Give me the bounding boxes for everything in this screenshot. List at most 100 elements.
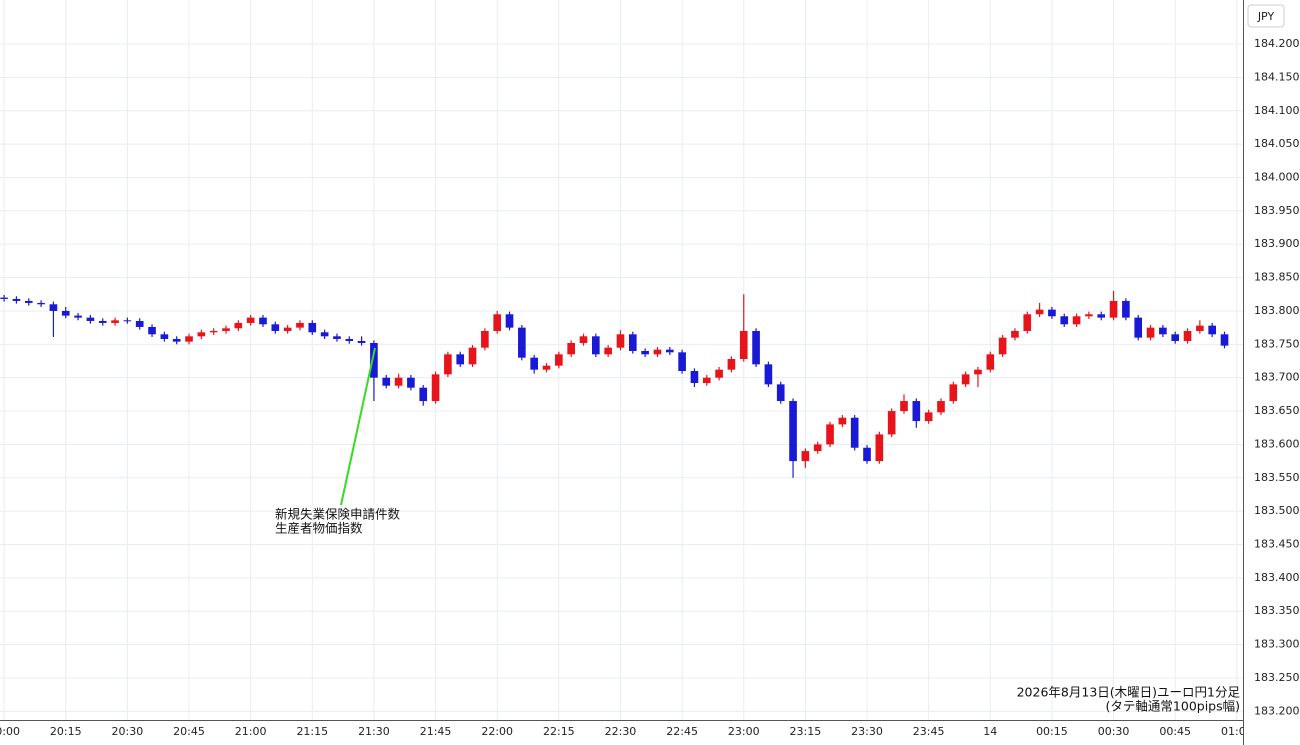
candle-body — [924, 412, 933, 422]
candle-body — [259, 317, 267, 325]
chart-note: 2026年8月13日(木曜日)ユーロ円1分足 — [1017, 685, 1241, 700]
candle-body — [0, 297, 8, 299]
candle-body — [1109, 300, 1118, 318]
candle-body — [444, 354, 452, 375]
candle-body — [542, 365, 551, 370]
candle-body — [1035, 309, 1044, 315]
candle-body — [1097, 314, 1106, 318]
candle-body — [1171, 334, 1180, 341]
candle-body — [555, 354, 563, 366]
y-tick-label: 183.600 — [1254, 437, 1300, 450]
candle-body — [1085, 314, 1093, 317]
candle-body — [24, 300, 33, 303]
candle-body — [12, 298, 21, 301]
candle-body — [974, 369, 982, 375]
candle-body — [49, 304, 58, 311]
y-tick-label: 183.350 — [1254, 604, 1300, 617]
candle-body — [591, 336, 600, 355]
candle-body — [333, 336, 341, 339]
candle-body — [900, 401, 908, 412]
y-tick-label: 183.650 — [1254, 404, 1300, 417]
candle-body — [271, 324, 280, 331]
x-tick-label: 21:00 — [235, 725, 267, 738]
candle-body — [1023, 314, 1032, 331]
candle-body — [875, 434, 884, 462]
y-tick-label: 183.900 — [1254, 237, 1300, 250]
candle-body — [407, 377, 415, 388]
candle-body — [283, 327, 292, 331]
candle-body — [111, 320, 119, 323]
candle-body — [209, 330, 218, 333]
y-tick-label: 183.450 — [1254, 538, 1300, 551]
candle-body — [1208, 325, 1217, 335]
y-tick-label: 183.800 — [1254, 304, 1300, 317]
x-tick-label: 20:15 — [50, 725, 82, 738]
candle-body — [949, 384, 958, 402]
candle-body — [752, 330, 760, 365]
x-tick-label: 23:30 — [851, 725, 883, 738]
candle-body — [468, 347, 477, 365]
x-tick-label: 23:00 — [728, 725, 760, 738]
candle-body — [628, 334, 637, 351]
y-tick-label: 184.000 — [1254, 170, 1300, 183]
y-tick-label: 183.400 — [1254, 571, 1300, 584]
candle-body — [801, 451, 810, 462]
candle-body — [616, 334, 625, 348]
candle-body — [1060, 316, 1069, 325]
candle-body — [37, 302, 45, 305]
y-axis-label: JPY — [1257, 10, 1275, 23]
candle-body — [1122, 300, 1130, 318]
candle-body — [308, 322, 317, 333]
candle-body — [813, 444, 822, 452]
plot-area — [0, 0, 1243, 720]
candle-body — [456, 354, 465, 365]
currency-badge — [1247, 4, 1285, 28]
candle-body — [185, 336, 193, 342]
candle-body — [789, 401, 797, 462]
candle-body — [1011, 330, 1019, 338]
candle-body — [1220, 334, 1229, 346]
candle-body — [493, 314, 502, 331]
candle-body — [739, 330, 748, 359]
candle-body — [604, 347, 612, 355]
candle-body — [197, 332, 206, 337]
candle-body — [702, 377, 711, 384]
candle-body — [1159, 327, 1167, 335]
candle-body — [246, 317, 255, 323]
annotation-line — [340, 347, 376, 506]
candle-body — [123, 320, 132, 322]
x-tick-label: 21:15 — [296, 725, 328, 738]
x-tick-label: 20:00 — [0, 725, 20, 738]
candle-body — [887, 411, 896, 435]
candle-body — [431, 374, 440, 402]
x-tick-label: 22:45 — [666, 725, 698, 738]
candle-body — [222, 328, 230, 331]
candle-body — [1072, 316, 1081, 325]
y-tick-label: 184.200 — [1254, 37, 1300, 50]
candle-body — [530, 357, 539, 370]
candle-body — [135, 320, 144, 327]
candle-body — [986, 354, 995, 370]
candle-body — [481, 330, 489, 348]
y-tick-label: 183.250 — [1254, 671, 1300, 684]
candle-body — [98, 320, 107, 323]
x-tick-label: 21:45 — [420, 725, 452, 738]
candle-body — [863, 447, 871, 462]
x-tick-label: 22:15 — [543, 725, 575, 738]
candle-body — [838, 417, 847, 425]
x-tick-label: 20:30 — [112, 725, 144, 738]
candle-body — [345, 338, 354, 341]
candle-body — [567, 342, 575, 355]
candle-body — [1183, 330, 1192, 341]
y-tick-label: 183.500 — [1254, 504, 1300, 517]
y-tick-label: 183.300 — [1254, 638, 1300, 651]
y-tick-label: 184.050 — [1254, 137, 1300, 150]
candle-body — [998, 337, 1007, 355]
candle-body — [937, 401, 945, 413]
y-tick-label: 183.200 — [1254, 704, 1300, 717]
candle-body — [961, 374, 970, 385]
candle-body — [826, 424, 834, 445]
candle-body — [1048, 309, 1056, 317]
